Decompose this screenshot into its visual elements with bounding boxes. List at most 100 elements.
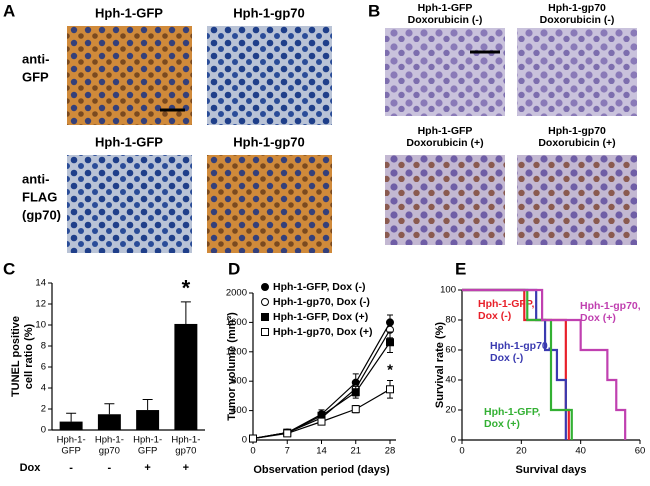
row-label: Dox	[20, 462, 42, 474]
y-tick-label: 0	[242, 435, 247, 446]
x-tick-label: 7	[285, 446, 290, 457]
legend-label: Hph-1-GFP,	[478, 298, 534, 310]
row-label: FLAG	[22, 189, 57, 204]
y-axis-label: TUNEL positive	[10, 316, 22, 397]
y-tick-label: 60	[445, 345, 456, 356]
error-bar	[66, 412, 77, 422]
y-tick-label: 12	[35, 299, 46, 310]
y-tick-label: 800	[231, 376, 247, 387]
legend-label: Dox (+)	[580, 312, 616, 324]
error-bar	[142, 399, 153, 411]
y-tick-label: 6	[41, 362, 46, 373]
legend-label: Hph-1-GFP,	[484, 406, 540, 418]
x-tick-label: 0	[250, 446, 255, 457]
y-tick-label: 1200	[226, 346, 247, 357]
marker	[386, 385, 394, 394]
x-tick-label: 14	[316, 446, 327, 457]
annotation: *	[182, 276, 191, 301]
legend-label: Dox (+)	[484, 418, 520, 430]
row-label: GFP	[22, 69, 49, 84]
legend-label: Dox (-)	[490, 352, 523, 364]
legend-marker	[261, 298, 269, 306]
image-title: Doxorubicin (+)	[538, 137, 615, 149]
y-tick-label: 0	[41, 425, 46, 436]
y-tick-label: 400	[231, 405, 247, 416]
image-title: Hph-1-GFP	[418, 2, 473, 14]
marker	[283, 429, 292, 438]
y-tick-label: 2	[41, 404, 46, 415]
micrograph	[207, 26, 332, 125]
error-bar	[104, 403, 115, 415]
marker	[351, 405, 360, 414]
legend-label: Hph-1-GFP, Dox (+)	[273, 311, 368, 323]
y-tick-label: 14	[35, 278, 46, 289]
x-tick-label: 60	[635, 446, 646, 457]
panel-label: B	[368, 1, 380, 20]
micrograph	[385, 28, 505, 116]
x-tick-label: 0	[459, 446, 464, 457]
image-title: Doxorubicin (+)	[406, 137, 483, 149]
x-axis-label: Observation period (days)	[253, 464, 390, 476]
x-tick-label: GFP	[61, 446, 81, 457]
micrograph	[385, 155, 505, 245]
micrograph	[517, 28, 637, 116]
y-axis-label: Tumor volume (mm³)	[226, 312, 238, 421]
legend-label: Hph-1-gp70,	[580, 300, 641, 312]
legend-label: Hph-1-gp70, Dox (+)	[273, 326, 372, 338]
row-label: anti-	[22, 171, 49, 186]
y-axis-label: Survival rate (%)	[434, 322, 446, 409]
panel-label: C	[3, 259, 15, 278]
x-tick-label: Hph-1-	[171, 435, 200, 446]
x-tick-label: GFP	[138, 446, 158, 457]
image-title: Hph-1-GFP	[95, 5, 163, 20]
marker	[386, 338, 394, 347]
legend-marker	[261, 313, 269, 321]
x-tick-label: Hph-1-	[95, 435, 124, 446]
y-tick-label: 0	[451, 435, 456, 446]
x-tick-label: 20	[516, 446, 527, 457]
legend-marker	[261, 328, 269, 336]
x-tick-label: gp70	[99, 446, 120, 457]
bar	[174, 323, 198, 430]
legend-marker	[261, 283, 269, 291]
error-bar	[180, 301, 191, 324]
y-tick-label: 80	[445, 315, 456, 326]
x-tick-label: gp70	[175, 446, 196, 457]
marker	[249, 434, 257, 443]
image-title: Hph-1-gp70	[548, 125, 606, 137]
y-axis-label: cell ratio (%)	[23, 323, 35, 389]
legend-label: Dox (-)	[478, 310, 511, 322]
x-tick-label: Hph-1-	[57, 435, 86, 446]
y-tick-label: 40	[445, 375, 456, 386]
panel-label: E	[455, 259, 466, 278]
micrograph	[67, 155, 192, 253]
row-label: (gp70)	[22, 207, 61, 222]
x-axis-label: Survival days	[516, 464, 587, 476]
micrograph	[207, 155, 332, 253]
row-value: +	[144, 462, 150, 474]
bar	[97, 414, 121, 430]
row-value: +	[183, 462, 189, 474]
micrograph	[517, 155, 637, 245]
image-title: Hph-1-gp70	[548, 2, 606, 14]
bar	[59, 421, 83, 430]
panel-label: D	[228, 259, 240, 278]
marker	[317, 417, 326, 426]
y-tick-label: 1600	[226, 317, 247, 328]
y-tick-label: 8	[41, 341, 46, 352]
row-value: -	[69, 462, 73, 474]
legend-label: Hph-1-gp70, Dox (-)	[273, 296, 370, 308]
image-title: Hph-1-GFP	[418, 125, 473, 137]
x-tick-label: 40	[575, 446, 586, 457]
x-tick-label: Hph-1-	[133, 435, 162, 446]
survival-curve	[462, 288, 567, 440]
annotation: *	[387, 361, 393, 378]
image-title: Doxorubicin (-)	[540, 14, 615, 26]
image-title: Hph-1-GFP	[95, 134, 163, 149]
y-tick-label: 100	[440, 285, 456, 296]
panel-label: A	[3, 1, 15, 20]
y-tick-label: 10	[35, 320, 46, 331]
y-tick-label: 2000	[226, 288, 247, 299]
image-title: Hph-1-gp70	[233, 5, 305, 20]
